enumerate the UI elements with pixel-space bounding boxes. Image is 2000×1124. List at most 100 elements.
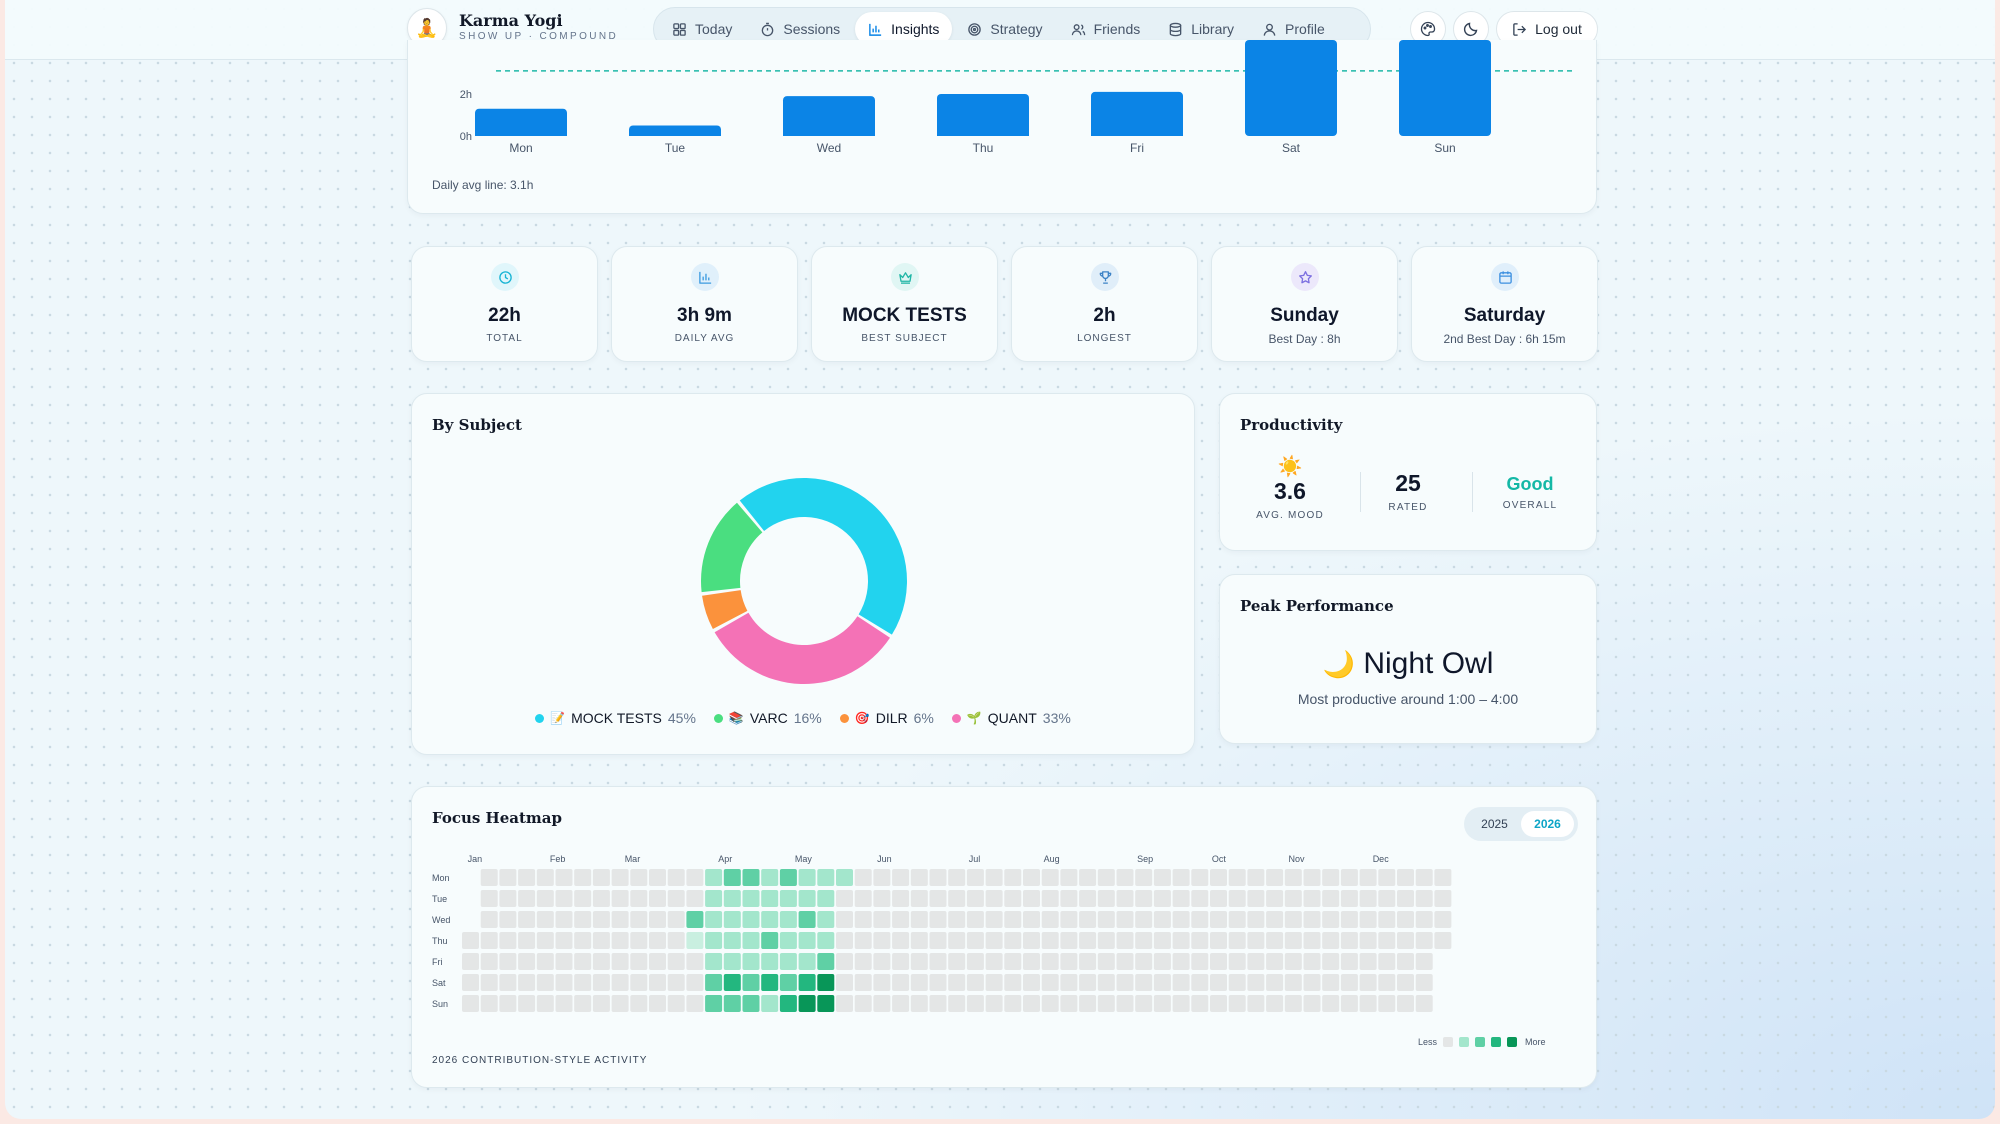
heatmap-cell[interactable] bbox=[592, 869, 610, 886]
heatmap-cell[interactable] bbox=[1004, 974, 1022, 991]
heatmap-cell[interactable] bbox=[499, 953, 517, 970]
heatmap-cell[interactable] bbox=[1378, 890, 1396, 907]
heatmap-cell[interactable] bbox=[873, 911, 891, 928]
heatmap-cell[interactable] bbox=[854, 911, 872, 928]
heatmap-cell[interactable] bbox=[555, 869, 573, 886]
bar-fri[interactable] bbox=[1091, 91, 1183, 136]
legend-mock-tests[interactable]: 📝 MOCK TESTS 45% bbox=[535, 710, 696, 726]
heatmap-cell[interactable] bbox=[1116, 995, 1134, 1012]
heatmap-cell[interactable] bbox=[480, 911, 498, 928]
heatmap-cell[interactable] bbox=[1303, 974, 1321, 991]
heatmap-cell[interactable] bbox=[1210, 911, 1227, 928]
heatmap-cell[interactable] bbox=[1266, 953, 1284, 970]
bar-mon[interactable] bbox=[475, 108, 567, 136]
heatmap-cell[interactable] bbox=[761, 974, 779, 991]
heatmap-cell[interactable] bbox=[742, 890, 760, 907]
heatmap-cell[interactable] bbox=[779, 932, 797, 949]
heatmap-cell[interactable] bbox=[798, 953, 816, 970]
heatmap-cell[interactable] bbox=[1060, 995, 1078, 1012]
heatmap-cell[interactable] bbox=[1023, 974, 1040, 991]
heatmap-cell[interactable] bbox=[1097, 869, 1115, 886]
heatmap-cell[interactable] bbox=[611, 953, 629, 970]
heatmap-cell[interactable] bbox=[1023, 911, 1040, 928]
heatmap-cell[interactable] bbox=[592, 974, 610, 991]
heatmap-cell[interactable] bbox=[929, 911, 947, 928]
legend-varc[interactable]: 📚 VARC 16% bbox=[713, 710, 822, 726]
heatmap-cell[interactable] bbox=[1359, 974, 1377, 991]
slice-dilr[interactable] bbox=[702, 590, 748, 630]
heatmap-cell[interactable] bbox=[1378, 911, 1396, 928]
heatmap-cell[interactable] bbox=[1415, 974, 1433, 991]
heatmap-cell[interactable] bbox=[798, 911, 816, 928]
heatmap-cell[interactable] bbox=[1266, 932, 1284, 949]
heatmap-cell[interactable] bbox=[574, 932, 592, 949]
heatmap-cell[interactable] bbox=[1210, 953, 1227, 970]
heatmap-cell[interactable] bbox=[854, 932, 872, 949]
heatmap-cell[interactable] bbox=[667, 869, 685, 886]
heatmap-cell[interactable] bbox=[798, 995, 816, 1012]
heatmap-cell[interactable] bbox=[1322, 911, 1340, 928]
heatmap-cell[interactable] bbox=[985, 974, 1003, 991]
heatmap-cell[interactable] bbox=[854, 953, 872, 970]
heatmap-cell[interactable] bbox=[1097, 932, 1115, 949]
heatmap-cell[interactable] bbox=[649, 974, 666, 991]
heatmap-cell[interactable] bbox=[1340, 953, 1358, 970]
nav-strategy[interactable]: Strategy bbox=[954, 12, 1055, 46]
heatmap-cell[interactable] bbox=[761, 995, 779, 1012]
heatmap-cell[interactable] bbox=[1004, 890, 1022, 907]
heatmap-cell[interactable] bbox=[1023, 953, 1040, 970]
heatmap-cell[interactable] bbox=[836, 911, 853, 928]
heatmap-cell[interactable] bbox=[892, 953, 910, 970]
bar-sat[interactable] bbox=[1245, 40, 1337, 136]
heatmap-cell[interactable] bbox=[966, 911, 984, 928]
heatmap-cell[interactable] bbox=[1135, 869, 1153, 886]
heatmap-cell[interactable] bbox=[742, 911, 760, 928]
heatmap-cell[interactable] bbox=[723, 890, 741, 907]
heatmap-cell[interactable] bbox=[574, 890, 592, 907]
heatmap-cell[interactable] bbox=[929, 995, 947, 1012]
heatmap-cell[interactable] bbox=[1284, 953, 1302, 970]
heatmap-cell[interactable] bbox=[630, 953, 648, 970]
heatmap-cell[interactable] bbox=[649, 953, 666, 970]
heatmap-cell[interactable] bbox=[761, 890, 779, 907]
nav-today[interactable]: Today bbox=[659, 12, 745, 46]
legend-dilr[interactable]: 🎯 DILR 6% bbox=[839, 710, 934, 726]
heatmap-cell[interactable] bbox=[518, 890, 536, 907]
heatmap-cell[interactable] bbox=[1359, 890, 1377, 907]
heatmap-cell[interactable] bbox=[723, 974, 741, 991]
heatmap-cell[interactable] bbox=[1079, 953, 1097, 970]
heatmap-cell[interactable] bbox=[1191, 974, 1209, 991]
heatmap-cell[interactable] bbox=[1284, 890, 1302, 907]
heatmap-cell[interactable] bbox=[1172, 932, 1190, 949]
heatmap-cell[interactable] bbox=[536, 974, 554, 991]
year-2026-button[interactable]: 2026 bbox=[1521, 811, 1574, 837]
heatmap-cell[interactable] bbox=[499, 995, 517, 1012]
heatmap-cell[interactable] bbox=[817, 953, 835, 970]
heatmap-cell[interactable] bbox=[705, 890, 723, 907]
heatmap-cell[interactable] bbox=[985, 911, 1003, 928]
heatmap-cell[interactable] bbox=[1303, 995, 1321, 1012]
heatmap-cell[interactable] bbox=[948, 890, 966, 907]
heatmap-cell[interactable] bbox=[910, 932, 928, 949]
heatmap-cell[interactable] bbox=[966, 974, 984, 991]
heatmap-cell[interactable] bbox=[686, 974, 704, 991]
heatmap-cell[interactable] bbox=[1079, 974, 1097, 991]
heatmap-cell[interactable] bbox=[1415, 911, 1433, 928]
heatmap-cell[interactable] bbox=[798, 974, 816, 991]
heatmap-cell[interactable] bbox=[1378, 932, 1396, 949]
heatmap-cell[interactable] bbox=[1284, 995, 1302, 1012]
heatmap-cell[interactable] bbox=[1247, 995, 1265, 1012]
heatmap-cell[interactable] bbox=[1060, 911, 1078, 928]
heatmap-cell[interactable] bbox=[1303, 890, 1321, 907]
heatmap-cell[interactable] bbox=[817, 869, 835, 886]
heatmap-cell[interactable] bbox=[985, 890, 1003, 907]
heatmap-cell[interactable] bbox=[667, 932, 685, 949]
heatmap-cell[interactable] bbox=[1153, 974, 1171, 991]
heatmap-cell[interactable] bbox=[1340, 995, 1358, 1012]
heatmap-cell[interactable] bbox=[723, 911, 741, 928]
heatmap-cell[interactable] bbox=[630, 911, 648, 928]
heatmap-cell[interactable] bbox=[1004, 911, 1022, 928]
heatmap-cell[interactable] bbox=[1079, 995, 1097, 1012]
heatmap-cell[interactable] bbox=[480, 953, 498, 970]
heatmap-cell[interactable] bbox=[1415, 932, 1433, 949]
